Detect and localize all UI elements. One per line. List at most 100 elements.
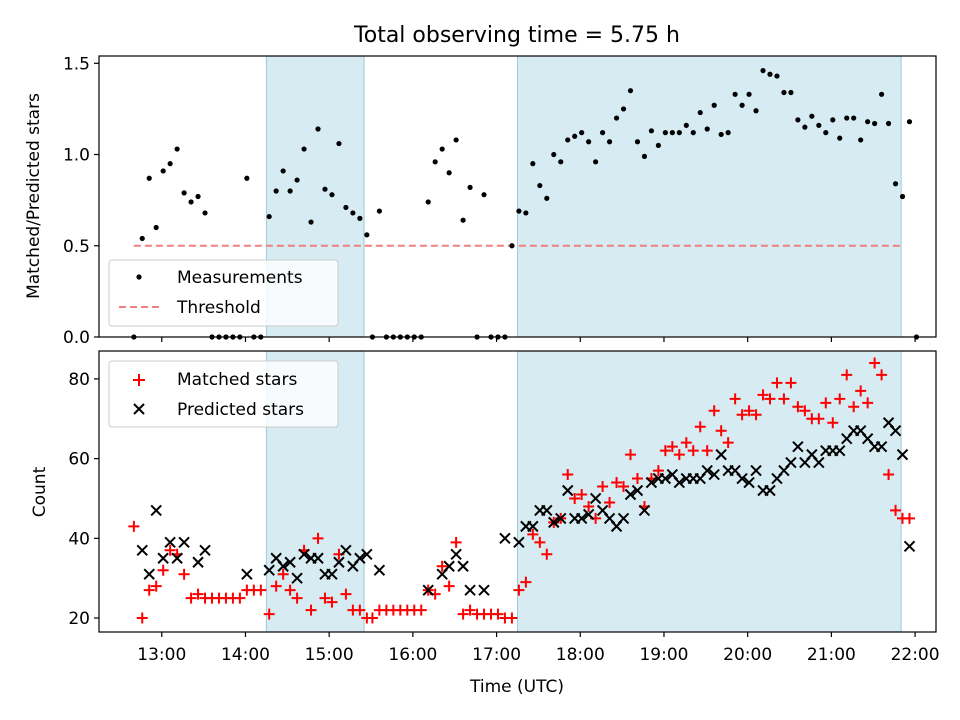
predicted-stars-point bbox=[701, 464, 713, 477]
matched-stars-point bbox=[736, 409, 748, 421]
measurement-point bbox=[579, 130, 585, 136]
measurement-point bbox=[322, 186, 328, 192]
bottom-legend-box bbox=[108, 360, 339, 428]
predicted-stars-point bbox=[813, 456, 825, 469]
measurement-point bbox=[739, 102, 745, 108]
measurement-point bbox=[593, 159, 599, 165]
matched-stars-point bbox=[284, 584, 296, 596]
predicted-stars-point bbox=[150, 504, 162, 517]
matched-stars-point bbox=[415, 604, 427, 616]
matched-stars-point bbox=[618, 481, 630, 493]
measurement-point bbox=[718, 131, 724, 138]
measurement-point bbox=[530, 161, 536, 167]
matched-stars-point bbox=[178, 568, 190, 580]
matched-stars-point bbox=[869, 357, 881, 369]
measurement-point bbox=[774, 73, 780, 79]
measurement-point bbox=[308, 219, 314, 225]
matched-stars-point bbox=[534, 536, 546, 548]
matched-stars-point bbox=[820, 397, 832, 409]
matched-stars-point bbox=[611, 477, 623, 489]
matched-stars-point bbox=[263, 608, 275, 620]
measurement-point bbox=[885, 120, 892, 127]
top-panel-ylabel: Matched/Predicted stars bbox=[24, 93, 44, 299]
matched-stars-point bbox=[785, 377, 797, 389]
matched-stars-point bbox=[848, 401, 860, 413]
measurement-point bbox=[467, 184, 473, 190]
predicted-stars-point bbox=[715, 448, 727, 461]
measurement-point bbox=[343, 204, 349, 211]
legend-predicted-label: Predicted stars bbox=[177, 400, 304, 420]
matched-stars-point bbox=[506, 612, 518, 624]
matched-stars-point bbox=[136, 612, 148, 624]
matched-stars-point bbox=[624, 449, 636, 461]
top-legend: Measurements Threshold bbox=[108, 259, 339, 327]
matched-stars-point bbox=[164, 544, 176, 556]
measurement-point bbox=[460, 217, 466, 223]
predicted-stars-point bbox=[513, 536, 525, 549]
matched-stars-point bbox=[277, 568, 289, 580]
measurement-point bbox=[620, 106, 627, 112]
predicted-stars-point bbox=[178, 536, 190, 549]
measurement-point bbox=[181, 190, 187, 196]
measurement-point bbox=[280, 168, 286, 174]
predicted-stars-point bbox=[624, 488, 637, 501]
measurement-point bbox=[627, 88, 634, 94]
matched-stars-point bbox=[597, 481, 609, 493]
matched-stars-point bbox=[743, 405, 755, 417]
predicted-stars-point bbox=[896, 448, 909, 461]
y-tick-label: 0.0 bbox=[63, 328, 90, 348]
measurement-point bbox=[273, 188, 279, 194]
x-tick-label: 20:00 bbox=[723, 645, 772, 665]
predicted-stars-point bbox=[548, 516, 560, 529]
matched-stars-point bbox=[799, 405, 811, 417]
predicted-stars-point bbox=[450, 548, 462, 560]
measurement-point bbox=[244, 175, 250, 181]
measurement-point bbox=[662, 130, 668, 136]
measurement-point bbox=[160, 168, 166, 174]
measurement-point bbox=[697, 109, 703, 116]
predicted-stars-point bbox=[361, 548, 373, 560]
measurement-point bbox=[195, 193, 201, 200]
matched-stars-point bbox=[708, 405, 720, 417]
measurement-point bbox=[139, 235, 145, 242]
matched-stars-point bbox=[192, 588, 204, 600]
predicted-stars-point bbox=[764, 484, 776, 497]
y-tick-label: 80 bbox=[68, 370, 90, 390]
x-tick-label: 17:00 bbox=[472, 645, 521, 665]
measurement-point bbox=[906, 119, 913, 125]
predicted-stars-point bbox=[164, 536, 176, 549]
measurement-point bbox=[364, 232, 370, 238]
measurement-point bbox=[711, 102, 717, 108]
matched-stars-point bbox=[883, 469, 895, 481]
measurement-point bbox=[858, 137, 864, 143]
legend-matched-label: Matched stars bbox=[177, 370, 297, 390]
y-tick-label: 20 bbox=[68, 609, 90, 629]
measurement-point bbox=[767, 71, 773, 77]
predicted-stars-point bbox=[589, 492, 602, 505]
measurement-point bbox=[537, 182, 543, 189]
matched-stars-point bbox=[312, 532, 324, 544]
matched-stars-point bbox=[326, 596, 338, 608]
predicted-stars-point bbox=[143, 568, 155, 580]
measurement-point bbox=[551, 151, 557, 158]
measurement-point bbox=[174, 146, 180, 152]
measurement-point bbox=[732, 91, 738, 97]
predicted-stars-point bbox=[340, 544, 352, 556]
measurement-point bbox=[655, 142, 661, 149]
matched-stars-point bbox=[652, 465, 664, 477]
matched-stars-point bbox=[340, 588, 352, 600]
measurement-point bbox=[266, 213, 272, 220]
matched-stars-point bbox=[701, 445, 713, 457]
matched-stars-point bbox=[771, 377, 783, 389]
predicted-stars-point bbox=[708, 468, 720, 481]
measurement-point bbox=[746, 91, 752, 97]
matched-stars-point bbox=[576, 488, 588, 500]
matched-stars-point bbox=[666, 441, 678, 453]
predicted-stars-point bbox=[582, 508, 595, 521]
predicted-stars-point bbox=[241, 568, 253, 580]
predicted-stars-point bbox=[464, 584, 476, 596]
legend-predicted-marker bbox=[133, 403, 145, 415]
predicted-stars-point bbox=[354, 552, 366, 564]
measurement-point bbox=[425, 199, 431, 205]
matched-stars-point bbox=[366, 612, 378, 624]
